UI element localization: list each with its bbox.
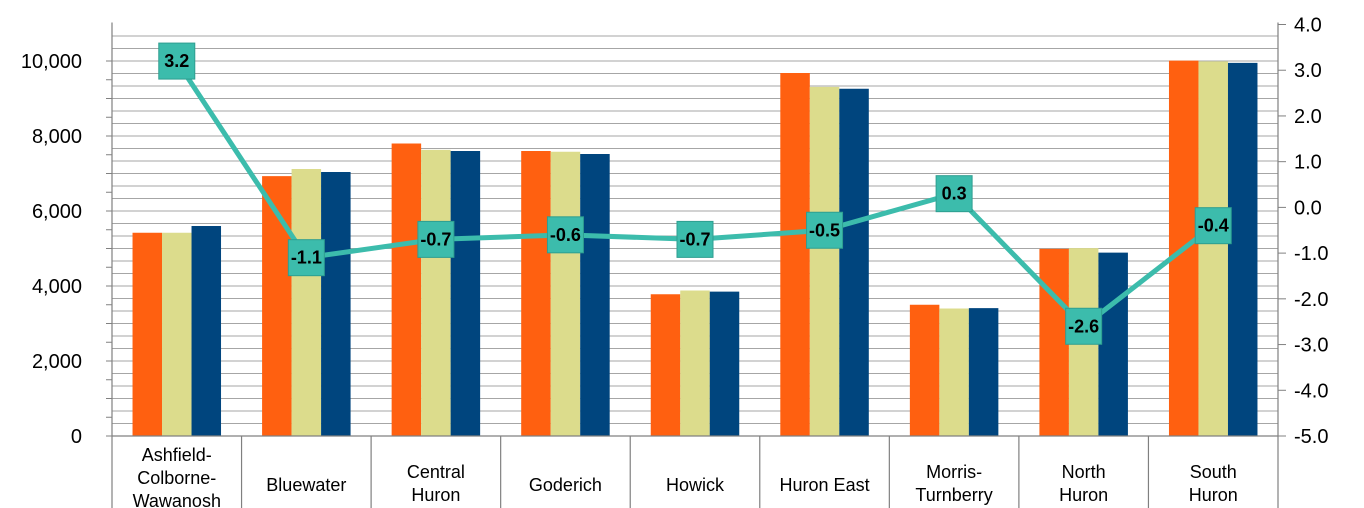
category-label: Central Huron — [407, 462, 465, 505]
bar — [839, 88, 869, 436]
category-label: Goderich — [529, 475, 602, 495]
bar — [321, 172, 351, 436]
category-label-line: Huron — [411, 485, 460, 505]
category-axis-labels: Ashfield- Colborne- Wawanosh Bluewater Centr… — [133, 445, 1238, 508]
line-marker — [935, 175, 973, 213]
category-label: Morris- Turnberry — [915, 462, 992, 505]
line-marker — [158, 42, 196, 80]
bar — [780, 73, 810, 436]
category-label-line: South — [1190, 462, 1237, 482]
bar — [650, 294, 681, 436]
bar — [1098, 252, 1128, 436]
bar — [909, 304, 940, 436]
category-label-line: Huron — [1189, 485, 1238, 505]
bar — [191, 226, 222, 436]
category-label-line: North — [1062, 462, 1106, 482]
bar — [132, 232, 163, 436]
bar — [450, 151, 481, 436]
bar-series-group — [132, 60, 1258, 436]
category-label-line: Huron — [1059, 485, 1108, 505]
line-marker — [287, 239, 325, 277]
data-label: 0.3 — [942, 184, 967, 204]
category-label-line: Morris- — [926, 462, 982, 482]
bar — [521, 151, 551, 436]
right-tick-label: -5.0 — [1294, 426, 1328, 448]
category-label-line: Howick — [666, 475, 725, 495]
line-marker — [546, 216, 584, 254]
category-label-line: Bluewater — [266, 475, 346, 495]
bar — [1227, 62, 1258, 436]
right-tick-label: -1.0 — [1294, 243, 1328, 265]
category-label-line: Ashfield- — [142, 445, 212, 465]
left-tick-label: 6,000 — [32, 201, 82, 223]
data-label: -0.5 — [809, 220, 840, 240]
bar — [939, 308, 969, 436]
line-marker — [1065, 307, 1103, 345]
bar — [968, 308, 999, 436]
bar — [391, 143, 422, 436]
right-tick-label: 4.0 — [1294, 15, 1322, 37]
bar — [421, 149, 451, 436]
data-label: -0.7 — [420, 229, 451, 249]
data-label: -0.6 — [550, 225, 581, 245]
right-tick-label: 0.0 — [1294, 197, 1322, 219]
right-tick-label: -2.0 — [1294, 289, 1328, 311]
category-label-line: Colborne- — [137, 468, 216, 488]
line-marker — [1194, 207, 1232, 245]
line-marker — [676, 220, 714, 258]
bar — [709, 291, 740, 436]
bar — [680, 290, 710, 436]
right-axis-ticks: -5.0 -4.0 -3.0 -2.0 -1.0 0.0 1.0 2.0 3.0 4.0 — [1278, 15, 1328, 448]
line-series-group: 3.2 -1.1 -0.7 -0.6 -0.7 -0.5 0.3 -2.6 -0.4 — [158, 42, 1232, 345]
bar — [162, 232, 192, 436]
left-tick-label: 4,000 — [32, 276, 82, 298]
data-label: 3.2 — [164, 51, 189, 71]
right-tick-label: 1.0 — [1294, 152, 1322, 174]
category-label: North Huron — [1059, 462, 1108, 505]
bar — [291, 169, 322, 436]
bar — [1198, 61, 1228, 436]
category-label: Ashfield- Colborne- Wawanosh — [133, 445, 221, 508]
right-tick-label: 3.0 — [1294, 60, 1322, 82]
right-tick-label: 2.0 — [1294, 106, 1322, 128]
left-axis-ticks: 0 2,000 4,000 6,000 8,000 10,000 — [21, 51, 112, 448]
line-marker — [806, 211, 844, 249]
data-label: -0.4 — [1198, 216, 1229, 236]
right-tick-label: -4.0 — [1294, 380, 1328, 402]
left-tick-label: 8,000 — [32, 126, 82, 148]
data-label: -0.7 — [679, 229, 710, 249]
bar — [809, 86, 840, 436]
category-label-line: Turnberry — [915, 485, 992, 505]
category-label-line: Wawanosh — [133, 491, 221, 508]
category-label: South Huron — [1189, 462, 1238, 505]
data-label: -1.1 — [291, 248, 322, 268]
bar — [262, 176, 292, 436]
line-marker — [417, 220, 455, 258]
left-tick-label: 2,000 — [32, 351, 82, 373]
right-tick-label: -3.0 — [1294, 335, 1328, 357]
bar — [550, 151, 581, 436]
bar — [580, 154, 610, 436]
category-label-line: Huron East — [780, 475, 870, 495]
left-tick-label: 0 — [71, 426, 82, 448]
category-label-line: Central — [407, 462, 465, 482]
left-tick-label: 10,000 — [21, 51, 82, 73]
category-label: Howick — [666, 475, 725, 495]
bar — [1039, 248, 1069, 436]
category-label: Bluewater — [266, 475, 346, 495]
category-label-line: Goderich — [529, 475, 602, 495]
data-label: -2.6 — [1068, 316, 1099, 336]
category-label: Huron East — [780, 475, 870, 495]
